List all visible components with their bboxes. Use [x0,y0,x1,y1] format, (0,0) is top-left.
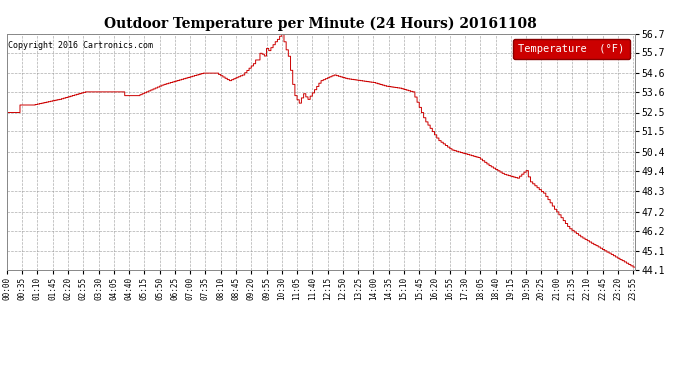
Text: Copyright 2016 Cartronics.com: Copyright 2016 Cartronics.com [8,41,153,50]
Title: Outdoor Temperature per Minute (24 Hours) 20161108: Outdoor Temperature per Minute (24 Hours… [104,17,538,31]
Legend: Temperature  (°F): Temperature (°F) [513,39,629,59]
